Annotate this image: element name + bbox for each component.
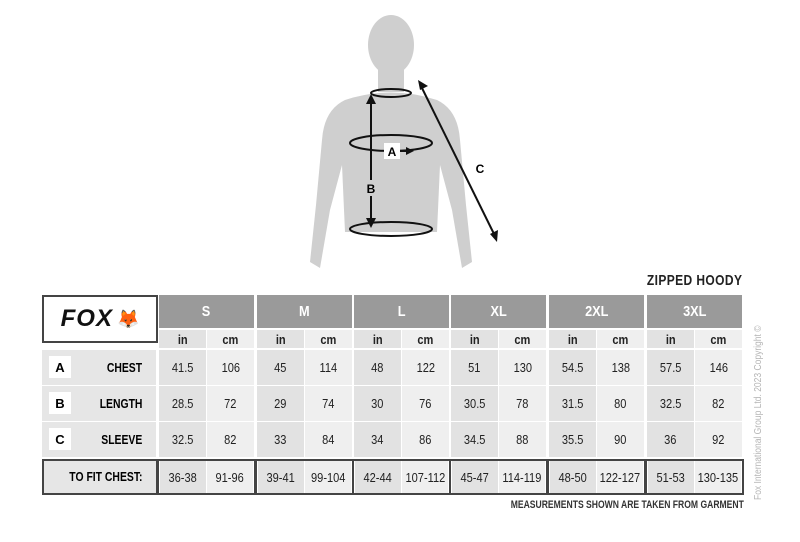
measurement-letter: C — [49, 428, 71, 450]
value-in: 29 — [257, 386, 304, 421]
value-cm: 138 — [597, 350, 644, 385]
value-cm: 82 — [695, 386, 742, 421]
label-a: A — [388, 145, 397, 159]
measurement-diagram: A B C — [310, 15, 498, 268]
measurement-label: CHEST — [106, 360, 142, 375]
value-in: 32.5 — [647, 386, 694, 421]
copyright: Fox International Group Ltd. 2023 Copyri… — [753, 325, 764, 500]
fit-cm: 91-96 — [207, 461, 253, 493]
value-cm: 76 — [402, 386, 449, 421]
value-cm: 84 — [305, 422, 352, 457]
fit-label: TO FIT CHEST: — [68, 469, 142, 484]
measurement-letter: B — [49, 392, 71, 414]
measurement-letter: A — [49, 356, 71, 378]
fit-cm: 130-135 — [695, 461, 741, 493]
value-in: 34.5 — [451, 422, 498, 457]
measurement-label: LENGTH — [99, 396, 142, 411]
value-cm: 106 — [207, 350, 254, 385]
unit-cm: cm — [402, 330, 449, 348]
size-header: L — [354, 295, 449, 328]
fit-label-box — [42, 459, 158, 495]
unit-cm: cm — [207, 330, 254, 348]
value-cm: 82 — [207, 422, 254, 457]
value-cm: 78 — [499, 386, 546, 421]
fit-in: 48-50 — [550, 461, 596, 493]
value-in: 36 — [647, 422, 694, 457]
value-in: 30 — [354, 386, 401, 421]
body-silhouette — [310, 15, 472, 268]
fit-cm: 114-119 — [499, 461, 545, 493]
value-cm: 88 — [499, 422, 546, 457]
value-cm: 114 — [305, 350, 352, 385]
value-in: 31.5 — [549, 386, 596, 421]
value-in: 35.5 — [549, 422, 596, 457]
fit-in: 42-44 — [355, 461, 401, 493]
size-header: 2XL — [549, 295, 644, 328]
fit-in: 45-47 — [452, 461, 498, 493]
value-cm: 74 — [305, 386, 352, 421]
value-in: 41.5 — [159, 350, 206, 385]
measurement-label: SLEEVE — [100, 432, 142, 447]
fit-cm: 99-104 — [305, 461, 351, 493]
value-cm: 86 — [402, 422, 449, 457]
value-in: 48 — [354, 350, 401, 385]
value-in: 28.5 — [159, 386, 206, 421]
fit-in: 36-38 — [160, 461, 206, 493]
unit-cm: cm — [305, 330, 352, 348]
value-in: 34 — [354, 422, 401, 457]
label-c: C — [476, 162, 485, 176]
size-header: XL — [451, 295, 546, 328]
fit-in: 51-53 — [648, 461, 694, 493]
size-header: M — [257, 295, 352, 328]
size-header: S — [159, 295, 254, 328]
value-in: 33 — [257, 422, 304, 457]
value-cm: 92 — [695, 422, 742, 457]
fit-in: 39-41 — [258, 461, 304, 493]
value-cm: 72 — [207, 386, 254, 421]
fox-logo: FOX 🦊 — [42, 295, 158, 343]
unit-in: in — [451, 330, 498, 348]
value-in: 54.5 — [549, 350, 596, 385]
value-cm: 130 — [499, 350, 546, 385]
size-header: 3XL — [647, 295, 742, 328]
value-cm: 146 — [695, 350, 742, 385]
value-in: 30.5 — [451, 386, 498, 421]
value-cm: 122 — [402, 350, 449, 385]
label-b: B — [367, 182, 376, 196]
value-in: 51 — [451, 350, 498, 385]
value-in: 32.5 — [159, 422, 206, 457]
value-cm: 80 — [597, 386, 644, 421]
fit-cm: 122-127 — [597, 461, 643, 493]
measurement-note: MEASUREMENTS SHOWN ARE TAKEN FROM GARMEN… — [510, 499, 744, 511]
unit-cm: cm — [499, 330, 546, 348]
unit-in: in — [159, 330, 206, 348]
unit-in: in — [647, 330, 694, 348]
value-in: 57.5 — [647, 350, 694, 385]
value-cm: 90 — [597, 422, 644, 457]
unit-in: in — [549, 330, 596, 348]
fit-cm: 107-112 — [402, 461, 448, 493]
unit-cm: cm — [597, 330, 644, 348]
product-title: ZIPPED HOODY — [646, 272, 742, 289]
fit-box — [645, 459, 744, 495]
unit-in: in — [257, 330, 304, 348]
unit-in: in — [354, 330, 401, 348]
unit-cm: cm — [695, 330, 742, 348]
value-in: 45 — [257, 350, 304, 385]
